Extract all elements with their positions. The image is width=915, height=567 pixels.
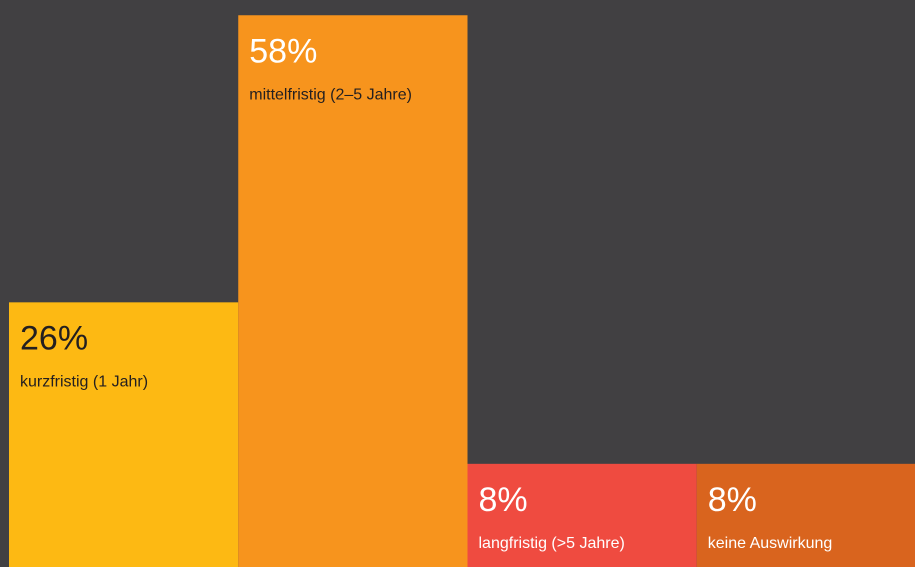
bar xyxy=(238,15,468,567)
bar xyxy=(696,463,915,567)
category-label: langfristig (>5 Jahre) xyxy=(479,535,625,552)
value-label: 8% xyxy=(479,481,528,519)
value-label: 8% xyxy=(708,481,757,519)
value-label: 26% xyxy=(20,319,88,357)
bar xyxy=(9,302,239,567)
bar xyxy=(467,463,697,567)
category-label: mittelfristig (2–5 Jahre) xyxy=(249,86,412,103)
value-label: 58% xyxy=(249,32,317,70)
category-label: keine Auswirkung xyxy=(708,535,833,552)
category-label: kurzfristig (1 Jahr) xyxy=(20,373,148,390)
